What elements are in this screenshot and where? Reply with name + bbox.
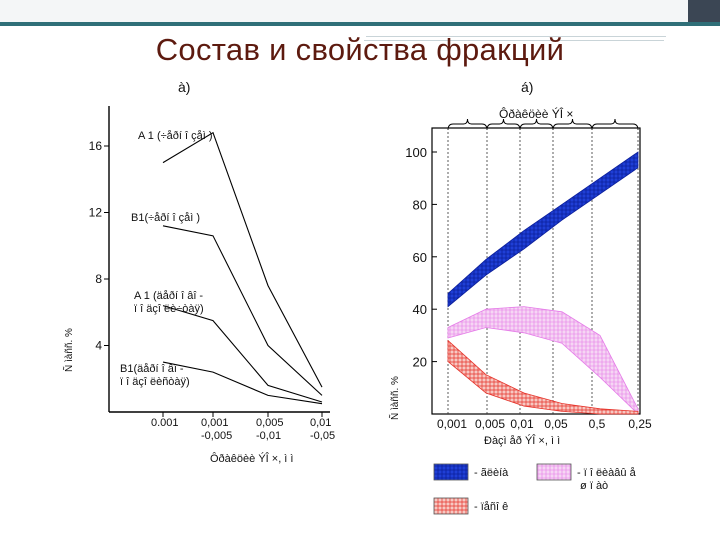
chart-b-band-clay	[447, 151, 639, 308]
chart-a-series-label: B1(÷åðí î çåì )	[131, 212, 200, 224]
chart-a-x-tick-label: 0,001 -0,005	[201, 417, 232, 442]
chart-b-bracket-segment	[519, 118, 554, 131]
chart-b-bracket-segment	[552, 118, 593, 131]
chart-a-x-tick-label: 0,005 -0,01	[256, 417, 284, 442]
slide-accent-bar	[0, 22, 720, 26]
chart-b-x-tick-label: 0,05	[544, 417, 568, 431]
chart-b-x-ticks: 0,001 0,005 0,01 0,05 0,5 0,25	[437, 417, 652, 431]
legend-swatch-pink	[536, 463, 572, 481]
chart-b-bracket-segment	[591, 118, 639, 131]
chart-a-y-tick-label: 16	[89, 139, 103, 153]
legend-label-blue: - ãëèíà	[474, 467, 509, 479]
chart-b-bands	[447, 151, 639, 415]
chart-a-y-axis-label: Ñ ìàññ. %	[62, 328, 75, 372]
chart-a-series	[162, 131, 323, 405]
slide-title: Состав и свойства фракций	[155, 32, 565, 67]
chart-b-frame	[431, 127, 641, 415]
chart-b-band-sand	[447, 339, 639, 415]
chart-b-x-tick-label: 0,005	[475, 417, 505, 431]
chart-b-x-tick-label: 0,01	[510, 417, 534, 431]
chart-a-series-label: A 1 (÷åðí î çåì )	[138, 130, 213, 142]
chart-b-y-tick-label: 40	[413, 302, 427, 317]
chart-b-y-tick-label: 60	[413, 250, 427, 265]
chart-a-y-tick-label: 12	[89, 206, 103, 220]
chart-a-series-label: B1(äåðí î âî -ï î äçî ëèñòàÿ)	[120, 363, 190, 388]
legend-label-pink: - ï î ëèàâû å ø ï àò	[577, 467, 637, 492]
chart-a-series-line	[162, 225, 323, 396]
chart-a-series-line	[162, 305, 323, 403]
chart-a-y-tick-label: 4	[95, 339, 102, 353]
decorative-line	[364, 40, 664, 41]
chart-b-x-tick-label: 0,5	[589, 417, 606, 431]
chart-b-y-axis-label: Ñ ìàññ. %	[388, 376, 401, 420]
chart-b-panel-label: á)	[521, 79, 533, 95]
chart-a: à) 16 12 8 4 0.001 0,001 -0,005 0,005 -0,01 0,01…	[62, 79, 335, 465]
chart-b-legend: - ãëèíà - ï î ëèàâû å ø ï àò - ïåñî ê	[433, 463, 637, 515]
chart-a-series-label: A 1 (äåðí î âî -ï î äçî ëè÷òàÿ)	[134, 290, 204, 315]
chart-b-y-tick-label: 100	[405, 145, 427, 160]
chart-b-bracket-label: Ôðàêöèè ÝÎ ×	[499, 106, 573, 121]
chart-a-y-tick-label: 8	[95, 272, 102, 286]
chart-a-series-line	[162, 131, 323, 388]
legend-swatch-blue	[433, 463, 469, 481]
slide-corner-block	[688, 0, 720, 22]
chart-a-x-ticks: 0.001 0,001 -0,005 0,005 -0,01 0,01 -0,05	[151, 412, 335, 442]
chart-a-x-tick-label: 0,01 -0,05	[310, 417, 335, 442]
chart-b-y-tick-label: 80	[413, 197, 427, 212]
chart-b-bracket	[447, 118, 639, 131]
chart-a-x-axis-label: Ôðàêöèè ÝÎ ×, ì ì	[210, 452, 293, 465]
slide-top-bar	[0, 0, 720, 22]
chart-a-x-tick-label: 0.001	[151, 417, 179, 429]
chart-b-bracket-segment	[447, 118, 488, 131]
chart-a-panel-label: à)	[178, 79, 190, 95]
chart-b-y-ticks: 100 80 60 40 20	[405, 145, 437, 370]
legend-swatch-red	[433, 497, 469, 515]
chart-b-y-tick-label: 20	[413, 355, 427, 370]
chart-a-y-ticks: 16 12 8 4	[89, 139, 109, 353]
chart-b-x-axis-label: Ðàçì åð ÝÎ ×, ì ì	[484, 434, 560, 447]
chart-a-series-line	[162, 361, 323, 405]
legend-label-red: - ïåñî ê	[474, 501, 508, 513]
chart-a-series-labels: A 1 (÷åðí î çåì ) B1(÷åðí î çåì ) A 1 (äåð…	[120, 130, 213, 388]
chart-b-x-tick-label: 0,001	[437, 417, 467, 431]
chart-b-x-tick-label: 0,25	[628, 417, 652, 431]
chart-b-bracket-segment	[486, 118, 521, 131]
decorative-line	[366, 36, 666, 37]
